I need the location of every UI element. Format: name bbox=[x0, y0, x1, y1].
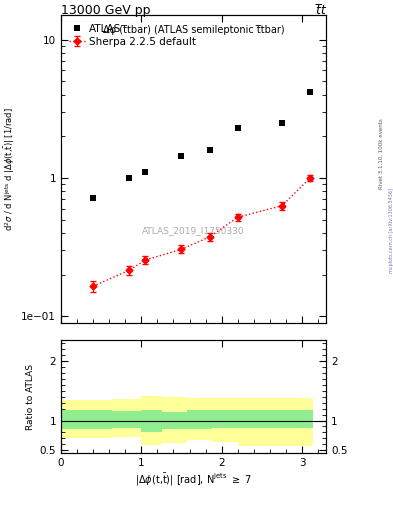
Legend: ATLAS, Sherpa 2.2.5 default: ATLAS, Sherpa 2.2.5 default bbox=[66, 20, 199, 50]
Text: 13000 GeV pp: 13000 GeV pp bbox=[61, 4, 151, 17]
ATLAS bbox=[179, 153, 184, 159]
Line: ATLAS: ATLAS bbox=[90, 89, 314, 201]
Y-axis label: Ratio to ATLAS: Ratio to ATLAS bbox=[26, 364, 35, 430]
ATLAS bbox=[280, 120, 285, 126]
ATLAS bbox=[207, 146, 212, 153]
ATLAS bbox=[235, 125, 240, 131]
ATLAS bbox=[127, 175, 132, 181]
ATLAS bbox=[143, 169, 148, 175]
Text: Rivet 3.1.10, 100k events: Rivet 3.1.10, 100k events bbox=[379, 118, 384, 189]
ATLAS bbox=[308, 89, 312, 95]
Text: Δφ (t̅tbar) (ATLAS semileptonic t̅tbar): Δφ (t̅tbar) (ATLAS semileptonic t̅tbar) bbox=[103, 25, 285, 35]
Text: t̅t: t̅t bbox=[316, 4, 326, 17]
Y-axis label: d$^2\sigma$ / d N$^{\rm jets}$ d |$\Delta\phi$(t,$\bar{\rm t}$)| [1/rad]: d$^2\sigma$ / d N$^{\rm jets}$ d |$\Delt… bbox=[2, 107, 17, 231]
Text: mcplots.cern.ch [arXiv:1306.3436]: mcplots.cern.ch [arXiv:1306.3436] bbox=[389, 188, 393, 273]
X-axis label: |$\Delta\phi$(t,$\bar{\rm t}$)| [rad], N$^{\rm jets}$ $\geq$ 7: |$\Delta\phi$(t,$\bar{\rm t}$)| [rad], N… bbox=[135, 472, 252, 488]
Text: ATLAS_2019_I1750330: ATLAS_2019_I1750330 bbox=[142, 226, 245, 235]
ATLAS bbox=[91, 195, 95, 201]
